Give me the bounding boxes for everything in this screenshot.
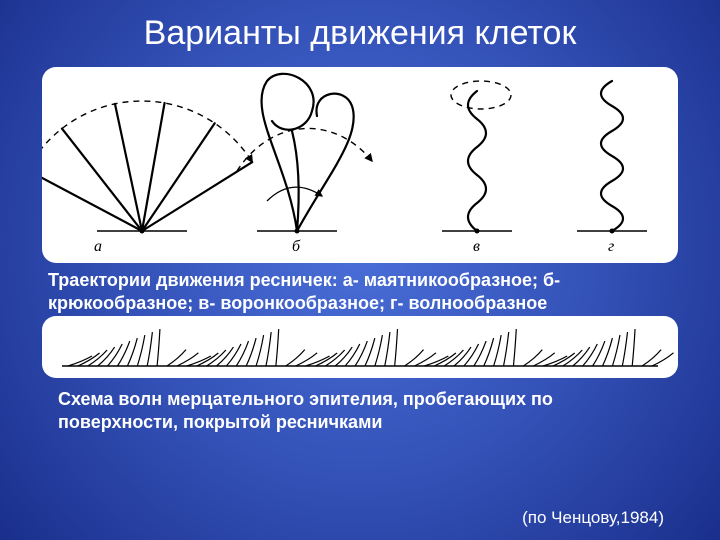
figure-trajectories: а б в г — [42, 67, 678, 263]
svg-text:в: в — [473, 238, 480, 255]
caption-wave: Схема волн мерцательного эпителия, пробе… — [58, 388, 662, 433]
svg-text:г: г — [608, 238, 614, 255]
caption-trajectories: Траектории движения ресничек: а- маятник… — [48, 269, 672, 314]
figure-wave-epithelium — [42, 316, 678, 378]
svg-text:а: а — [94, 238, 102, 255]
svg-text:б: б — [292, 238, 301, 255]
attribution: (по Ченцову,1984) — [522, 508, 664, 528]
slide-title: Варианты движения клеток — [0, 0, 720, 61]
